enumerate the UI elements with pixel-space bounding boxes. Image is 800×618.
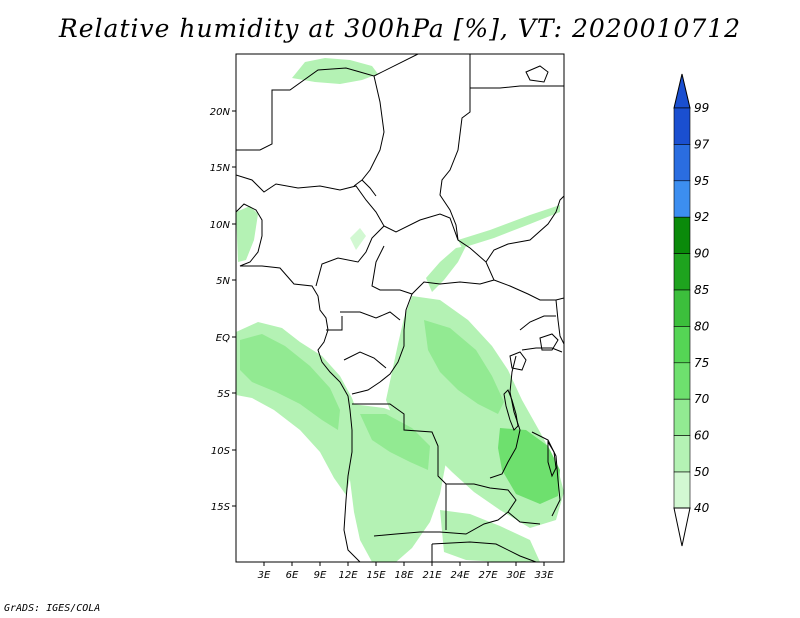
lat-label: 10N — [210, 220, 231, 231]
legend-swatch — [673, 144, 691, 182]
legend-label: 50 — [694, 465, 710, 479]
credit-text: GrADS: IGES/COLA — [4, 603, 101, 614]
legend-swatch — [673, 362, 691, 400]
lon-label: 12E — [338, 570, 358, 581]
lon-label: 18E — [394, 570, 414, 581]
lat-label: 10S — [211, 446, 231, 457]
lat-label: 20N — [210, 107, 231, 118]
humidity-shading — [236, 58, 564, 562]
legend-swatch — [673, 398, 691, 436]
latitude-axis: 20N 15N 10N 5N EQ 5S 10S 15S — [210, 107, 236, 513]
lon-label: 24E — [450, 570, 470, 581]
legend-label: 85 — [694, 283, 709, 297]
lon-label: 33E — [534, 570, 554, 581]
legend-label: 75 — [694, 356, 709, 370]
legend-top-arrow — [673, 73, 691, 109]
legend-swatch — [673, 326, 691, 364]
lon-label: 30E — [506, 570, 526, 581]
map-frame — [235, 53, 565, 563]
legend-label: 40 — [694, 501, 710, 515]
lat-label: EQ — [216, 333, 230, 344]
color-legend: 99 97 95 92 90 85 80 75 70 60 50 40 — [673, 73, 710, 547]
legend-label: 70 — [694, 392, 710, 406]
lon-label: 15E — [366, 570, 386, 581]
legend-label: 95 — [694, 174, 709, 188]
legend-swatch — [673, 471, 691, 509]
legend-label: 99 — [694, 101, 709, 115]
legend-swatch — [673, 253, 691, 291]
chart-title: Relative humidity at 300hPa [%], VT: 202… — [58, 14, 742, 43]
lon-label: 6E — [286, 570, 299, 581]
lat-label: 5N — [216, 276, 230, 287]
lon-label: 21E — [422, 570, 442, 581]
legend-label: 97 — [694, 137, 710, 151]
legend-swatch — [673, 107, 691, 145]
lat-label: 5S — [217, 389, 230, 400]
legend-swatch — [673, 180, 691, 218]
lon-label: 9E — [314, 570, 327, 581]
legend-label: 60 — [694, 429, 710, 443]
longitude-axis: 3E 6E 9E 12E 15E 18E 21E 24E 27E 30E 33E — [258, 562, 554, 581]
lon-label: 27E — [478, 570, 498, 581]
lat-label: 15S — [211, 502, 231, 513]
legend-bottom-arrow — [673, 507, 691, 547]
country-borders — [236, 54, 564, 562]
legend-swatch — [673, 289, 691, 327]
legend-label: 90 — [694, 247, 710, 261]
humidity-patch-north — [292, 58, 378, 84]
legend-swatch — [673, 216, 691, 254]
lon-label: 3E — [258, 570, 271, 581]
lakes — [503, 65, 559, 478]
lat-label: 15N — [210, 163, 231, 174]
legend-label: 80 — [694, 319, 710, 333]
legend-label: 92 — [694, 210, 709, 224]
legend-swatch — [673, 435, 691, 473]
